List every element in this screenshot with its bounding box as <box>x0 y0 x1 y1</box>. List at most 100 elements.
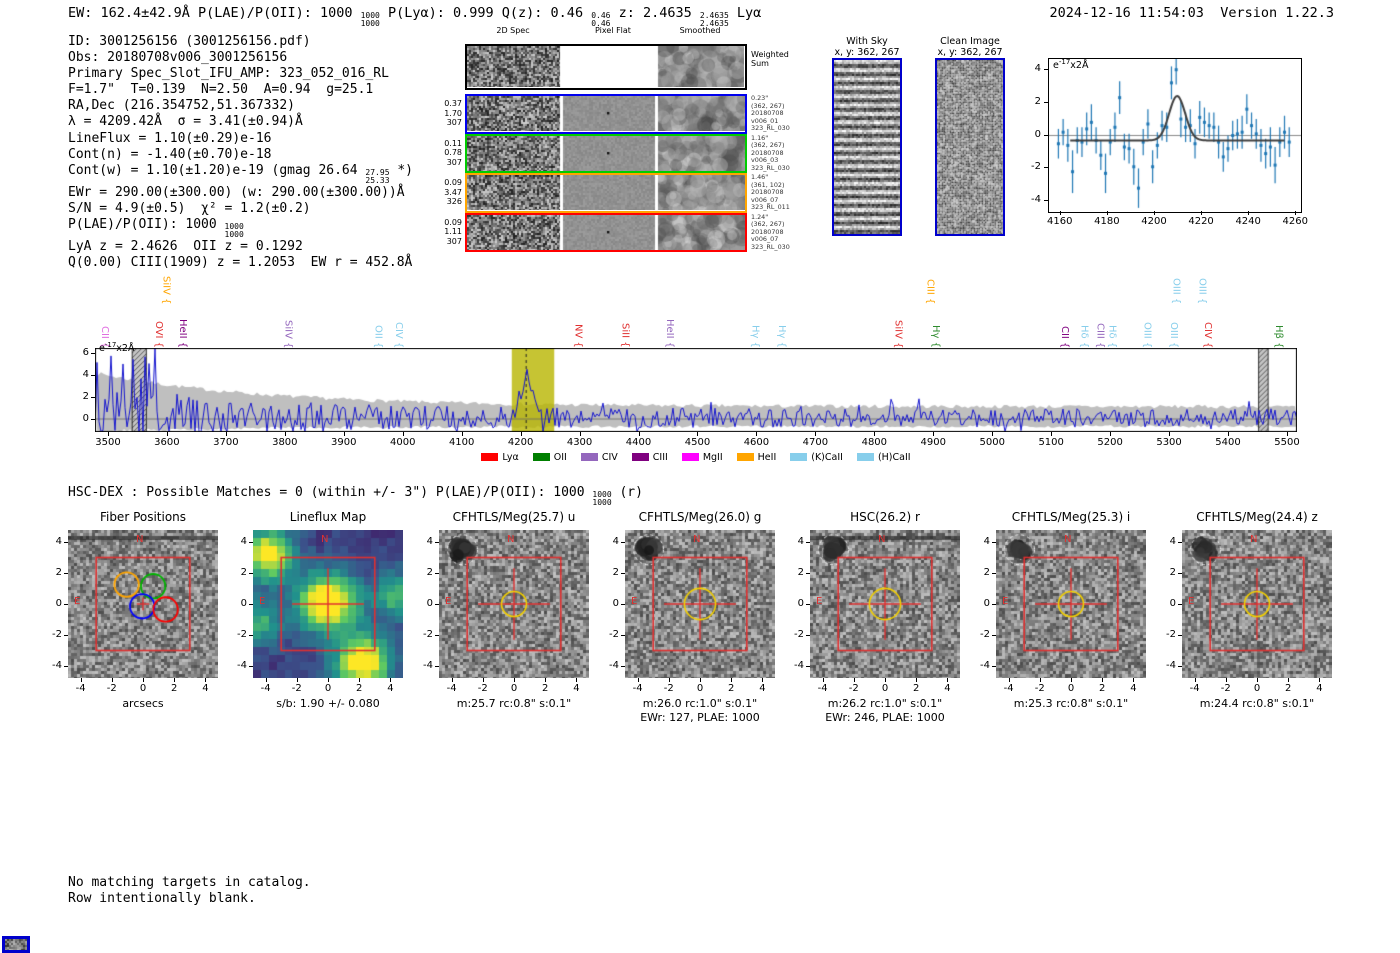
text-segment: x2Å <box>116 343 135 355</box>
compass-n: N <box>693 534 701 545</box>
y-tick-mark <box>621 604 625 605</box>
y-tick-label: 0 <box>1034 128 1041 140</box>
legend-item: (K)CaII <box>790 452 843 463</box>
sky-panel-title: With Sky x, y: 362, 267 <box>802 36 932 58</box>
y-tick-mark <box>992 635 996 636</box>
x-tick-label: 4 <box>759 683 766 694</box>
x-tick-label: 4700 <box>802 437 829 448</box>
x-tick-label: -4 <box>75 683 86 694</box>
info-line: EWr = 290.00(±300.00) (w: 290.00(±300.00… <box>68 185 413 201</box>
x-tick-mark <box>174 678 176 682</box>
text-segment: RA,Dec (216.354752,51.367332) <box>68 98 295 114</box>
legend-item: HeII <box>736 452 776 463</box>
spec2d-row <box>465 133 747 173</box>
report-datetime: 2024-12-16 11:54:03 <box>1049 5 1204 21</box>
x-tick-mark <box>1059 211 1061 215</box>
y-tick-label: 2 <box>1034 95 1041 107</box>
cutout-caption: m:26.2 rc:1.0" s:0.1" <box>827 697 943 710</box>
spec2d-right-value: 1.16" <box>751 133 769 142</box>
spec2d-right-value: v006_03 <box>751 156 779 165</box>
spec2d-left-value: 307 <box>446 236 462 246</box>
x-tick-mark <box>390 678 392 682</box>
x-tick-mark <box>885 678 886 682</box>
header-right: 2024-12-16 11:54:03 Version 1.22.3 <box>1050 5 1335 21</box>
x-tick-label: -4 <box>632 683 643 694</box>
report-version: Version 1.22.3 <box>1220 5 1334 21</box>
x-tick-mark <box>1102 678 1104 682</box>
x-tick-label: 2 <box>171 683 178 694</box>
y-tick-mark <box>1178 542 1182 543</box>
x-tick-mark <box>1295 211 1297 215</box>
cutout-caption: m:24.4 rc:0.8" s:0.1" <box>1199 697 1315 710</box>
x-tick-mark <box>638 432 640 436</box>
x-tick-mark <box>947 678 949 682</box>
y-tick-label: -2 <box>794 629 804 640</box>
emission-line-label: Hγ { <box>929 325 941 348</box>
x-tick-mark <box>992 432 994 436</box>
y-tick-label: 4 <box>82 369 89 381</box>
line-fit-canvas <box>1049 59 1301 212</box>
legend-item: (H)CaII <box>856 452 911 463</box>
x-tick-label: 4 <box>1316 683 1323 694</box>
legend-label: CIII <box>652 451 668 463</box>
x-tick-label: 2 <box>542 683 549 694</box>
cutout-canvas <box>253 530 403 678</box>
line-fit-axes: e-17x2Å <box>1048 58 1302 213</box>
y-tick-mark <box>435 573 439 574</box>
spec2d-row-left-labels: 0.09 1.11 307 <box>438 218 462 247</box>
y-tick-mark <box>1044 68 1048 70</box>
weighted-sum-row <box>465 44 747 90</box>
text-segment: ID: 3001256156 (3001256156.pdf) <box>68 34 311 49</box>
y-tick-label: 4 <box>1034 62 1041 74</box>
spec2d-right-value: 323_RL_030 <box>751 242 790 251</box>
x-tick-label: 5000 <box>979 437 1005 448</box>
legend-label: OII <box>553 451 567 463</box>
y-tick-label: 2 <box>82 391 89 403</box>
x-tick-mark <box>697 432 699 436</box>
x-tick-label: 0 <box>1067 683 1075 694</box>
x-tick-label: 4 <box>202 683 209 694</box>
inset-unit-annotation: e-17x2Å <box>1053 58 1088 71</box>
y-tick-label: 2 <box>240 567 247 578</box>
spec2d-row-image <box>467 214 745 250</box>
spec2d-header-2dspec: 2D Spec <box>496 26 530 35</box>
x-tick-label: 4 <box>573 683 580 694</box>
spec2d-left-value: 307 <box>446 157 462 167</box>
compass-n: N <box>321 534 329 545</box>
emission-line-label: HeII { <box>177 318 188 348</box>
x-tick-label: 4800 <box>861 437 888 448</box>
y-tick-mark <box>249 635 253 636</box>
cutout-caption: m:26.0 rc:1.0" s:0.1" <box>642 697 758 710</box>
info-line: Primary Spec_Slot_IFU_AMP: 323_052_016_R… <box>68 66 413 82</box>
x-tick-mark <box>576 678 578 682</box>
spec2d-right-value: (361, 102) <box>751 180 785 189</box>
hscdex-line: HSC-DEX : Possible Matches = 0 (within +… <box>68 485 643 507</box>
x-tick-label: 0 <box>139 683 147 694</box>
spec2d-header-smoothed: Smoothed <box>679 26 721 35</box>
y-tick-mark <box>992 542 996 543</box>
cutout-title: HSC(26.2) r <box>850 510 920 524</box>
y-tick-label: 0 <box>612 598 619 609</box>
x-tick-mark <box>166 432 168 436</box>
spec2d-left-value: 1.70 <box>444 108 462 118</box>
y-tick-label: 4 <box>1169 536 1176 547</box>
x-tick-mark <box>482 678 484 682</box>
sky-panel-coords: x, y: 362, 267 <box>937 47 1003 58</box>
y-tick-label: 2 <box>612 567 619 578</box>
stacked-value: 0.46 0.46 <box>591 12 610 28</box>
stacked-value: 1000 1000 <box>592 491 611 507</box>
x-tick-mark <box>1257 678 1258 682</box>
emission-line-label: HeII { <box>663 318 675 348</box>
stacked-value-part: 1000 <box>360 11 380 20</box>
x-tick-mark <box>1039 678 1041 682</box>
x-tick-mark <box>637 678 639 682</box>
y-tick-mark <box>806 635 810 636</box>
y-tick-label: 0 <box>1169 598 1176 609</box>
spec2d-right-value: 20180708 <box>751 148 784 157</box>
stacked-value-part: 2.4635 <box>699 11 729 20</box>
spec2d-right-value: (362, 267) <box>751 141 785 150</box>
x-tick-label: 3500 <box>95 437 121 448</box>
next-page-stub-canvas <box>5 939 27 950</box>
y-tick-label: -2 <box>609 629 619 640</box>
text-segment: P(LAE)/P(OII): 1000 <box>68 216 225 232</box>
